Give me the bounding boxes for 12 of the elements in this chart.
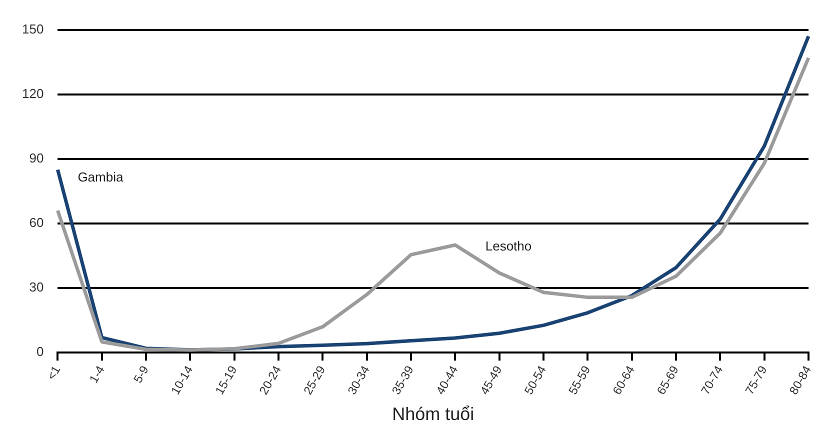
x-tick-label: 1-4 bbox=[86, 363, 108, 386]
series-label: Lesotho bbox=[485, 238, 532, 254]
x-tick-label: <1 bbox=[44, 363, 64, 382]
y-tick-label: 90 bbox=[29, 150, 44, 166]
y-tick-label: 30 bbox=[29, 280, 44, 295]
y-tick-label: 120 bbox=[22, 86, 44, 101]
series-label: Gambia bbox=[78, 169, 124, 184]
x-axis-title: Nhóm tuổi bbox=[392, 404, 474, 424]
x-tick-label: 5-9 bbox=[130, 363, 152, 386]
y-tick-label: 150 bbox=[22, 21, 44, 36]
y-tick-label: 60 bbox=[29, 215, 44, 230]
y-tick-label: 0 bbox=[36, 344, 44, 360]
